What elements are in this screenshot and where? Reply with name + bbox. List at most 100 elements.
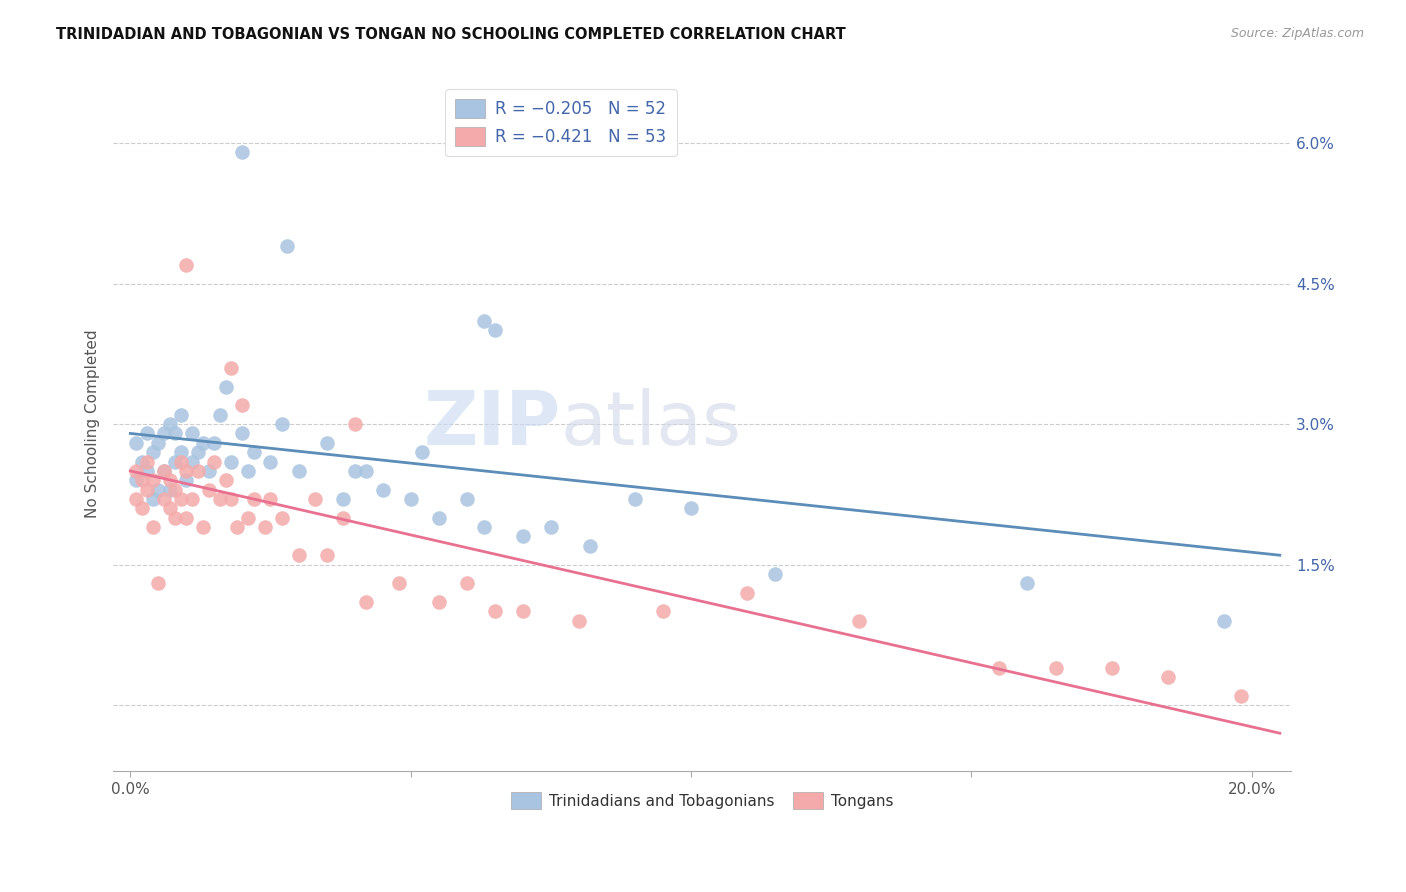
Point <box>354 595 377 609</box>
Point <box>624 491 647 506</box>
Point <box>848 614 870 628</box>
Point <box>242 491 264 506</box>
Point <box>371 483 394 497</box>
Point <box>276 239 298 253</box>
Point <box>125 473 148 487</box>
Point <box>540 520 562 534</box>
Point <box>1229 689 1251 703</box>
Point <box>219 360 242 375</box>
Point <box>208 491 231 506</box>
Point <box>159 417 181 431</box>
Point <box>231 145 253 160</box>
Point <box>512 529 534 543</box>
Point <box>193 520 215 534</box>
Point <box>456 491 478 506</box>
Point <box>679 501 702 516</box>
Point <box>763 566 786 581</box>
Point <box>236 464 259 478</box>
Point <box>125 491 148 506</box>
Point <box>181 454 204 468</box>
Point <box>153 464 176 478</box>
Text: TRINIDADIAN AND TOBAGONIAN VS TONGAN NO SCHOOLING COMPLETED CORRELATION CHART: TRINIDADIAN AND TOBAGONIAN VS TONGAN NO … <box>56 27 846 42</box>
Point <box>1101 660 1123 674</box>
Point <box>354 464 377 478</box>
Point <box>142 520 165 534</box>
Point <box>208 408 231 422</box>
Point <box>125 464 148 478</box>
Point <box>176 473 198 487</box>
Point <box>287 464 309 478</box>
Point <box>1045 660 1067 674</box>
Point <box>332 491 354 506</box>
Point <box>125 435 148 450</box>
Point <box>456 576 478 591</box>
Point <box>136 454 159 468</box>
Point <box>259 491 281 506</box>
Point <box>225 520 247 534</box>
Point <box>176 258 198 272</box>
Point <box>159 473 181 487</box>
Point <box>153 464 176 478</box>
Point <box>142 445 165 459</box>
Point <box>231 426 253 441</box>
Point <box>181 491 204 506</box>
Text: atlas: atlas <box>561 387 742 460</box>
Y-axis label: No Schooling Completed: No Schooling Completed <box>86 330 100 518</box>
Point <box>253 520 276 534</box>
Point <box>176 464 198 478</box>
Point <box>304 491 326 506</box>
Point <box>214 473 236 487</box>
Point <box>1212 614 1234 628</box>
Point <box>170 454 193 468</box>
Point <box>236 510 259 524</box>
Point <box>153 426 176 441</box>
Point <box>231 398 253 412</box>
Legend: Trinidadians and Tobagonians, Tongans: Trinidadians and Tobagonians, Tongans <box>505 786 900 815</box>
Point <box>131 501 153 516</box>
Point <box>204 454 226 468</box>
Point <box>193 435 215 450</box>
Point <box>579 539 602 553</box>
Point <box>204 435 226 450</box>
Point <box>270 510 292 524</box>
Point <box>343 417 366 431</box>
Point <box>472 314 495 328</box>
Point <box>399 491 422 506</box>
Point <box>988 660 1011 674</box>
Point <box>165 454 187 468</box>
Point <box>512 604 534 618</box>
Point <box>427 510 450 524</box>
Point <box>181 426 204 441</box>
Point <box>176 510 198 524</box>
Point <box>159 501 181 516</box>
Point <box>315 548 337 562</box>
Point <box>131 473 153 487</box>
Point <box>136 483 159 497</box>
Point <box>170 491 193 506</box>
Point <box>165 426 187 441</box>
Point <box>170 445 193 459</box>
Point <box>187 445 209 459</box>
Point <box>1156 670 1178 684</box>
Point <box>159 483 181 497</box>
Point <box>388 576 411 591</box>
Point <box>142 491 165 506</box>
Point <box>165 483 187 497</box>
Point <box>484 604 506 618</box>
Point <box>142 473 165 487</box>
Point <box>270 417 292 431</box>
Point <box>148 483 170 497</box>
Point <box>242 445 264 459</box>
Point <box>170 408 193 422</box>
Point <box>219 491 242 506</box>
Point <box>287 548 309 562</box>
Point <box>484 323 506 337</box>
Point <box>472 520 495 534</box>
Point <box>259 454 281 468</box>
Point <box>427 595 450 609</box>
Point <box>131 454 153 468</box>
Text: ZIP: ZIP <box>423 387 561 460</box>
Point <box>332 510 354 524</box>
Point <box>198 483 221 497</box>
Point <box>153 491 176 506</box>
